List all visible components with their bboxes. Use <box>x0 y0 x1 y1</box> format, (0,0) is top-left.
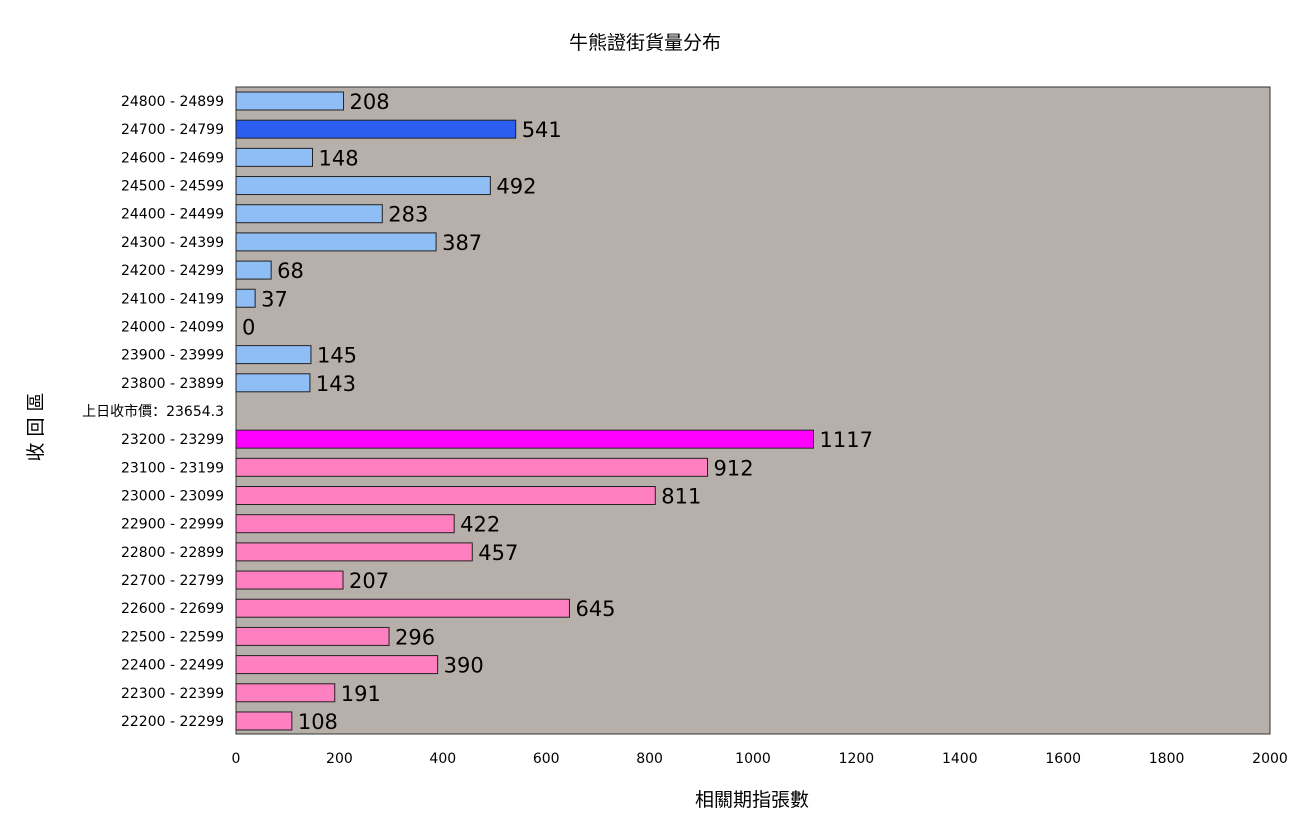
bar-value-label: 912 <box>714 456 754 480</box>
bar-value-label: 208 <box>350 90 390 114</box>
bar-value-label: 68 <box>277 259 304 283</box>
bar-value-label: 645 <box>575 597 615 621</box>
x-tick-label: 200 <box>326 751 353 767</box>
bar <box>235 486 656 506</box>
x-tick-label: 2000 <box>1252 751 1288 767</box>
bar <box>235 457 709 477</box>
bar <box>235 91 345 111</box>
category-label: 24000 - 24099 <box>121 319 224 335</box>
bar-value-label: 387 <box>442 231 482 255</box>
category-label: 24400 - 24499 <box>121 207 224 223</box>
bar-value-label: 143 <box>316 372 356 396</box>
bar-value-label: 0 <box>242 315 255 339</box>
x-tick-label: 1400 <box>942 751 978 767</box>
bar-value-label: 108 <box>298 710 338 734</box>
category-label: 23900 - 23999 <box>121 348 224 364</box>
bar <box>235 147 314 167</box>
bar <box>235 373 311 393</box>
bar <box>235 711 293 731</box>
bar-value-label: 390 <box>444 654 484 678</box>
category-label: 22900 - 22999 <box>121 517 224 533</box>
bar <box>235 204 383 224</box>
category-label: 24100 - 24199 <box>121 291 224 307</box>
bar <box>235 345 312 365</box>
bar <box>235 232 437 252</box>
category-label: 22800 - 22899 <box>121 545 224 561</box>
category-labels: 24800 - 24899 24700 - 24799 24600 - 24699 2… <box>82 94 224 730</box>
bar-value-label: 191 <box>341 682 381 706</box>
bar-value-label: 145 <box>317 344 357 368</box>
y-axis-title: 收回區 <box>25 386 47 461</box>
chart-title: 牛熊證街貨量分布 <box>569 32 721 54</box>
bar-value-label: 37 <box>261 287 288 311</box>
x-tick-label: 1800 <box>1149 751 1185 767</box>
category-label: 22200 - 22299 <box>121 714 224 730</box>
category-label: 24800 - 24899 <box>121 94 224 110</box>
x-tick-label: 1200 <box>839 751 875 767</box>
bar <box>235 429 814 449</box>
bar-value-label: 811 <box>661 485 701 509</box>
category-label: 24300 - 24399 <box>121 235 224 251</box>
bar <box>235 626 390 646</box>
bar-value-label: 457 <box>478 541 518 565</box>
x-tick-labels: 0 200 400 600 800 1000 1200 1400 1600 1800 2000 <box>232 751 1288 767</box>
category-label: 24200 - 24299 <box>121 263 224 279</box>
category-label: 23000 - 23099 <box>121 489 224 505</box>
x-axis-title: 相關期指張數 <box>695 789 809 811</box>
bar-value-label: 296 <box>395 625 435 649</box>
category-label: 22500 - 22599 <box>121 629 224 645</box>
bar <box>235 598 570 618</box>
x-tick-label: 0 <box>232 751 241 767</box>
bar-value-label: 422 <box>460 513 500 537</box>
x-tick-label: 1000 <box>735 751 771 767</box>
bar <box>235 570 344 590</box>
bar <box>235 176 491 196</box>
category-label: 23200 - 23299 <box>121 432 224 448</box>
x-tick-label: 1600 <box>1045 751 1081 767</box>
x-tick-label: 400 <box>429 751 456 767</box>
category-label: 上日收市價：23654.3 <box>82 403 224 420</box>
category-label: 22400 - 22499 <box>121 658 224 674</box>
bar-value-label: 148 <box>319 146 359 170</box>
bar-value-label: 1117 <box>819 428 872 452</box>
bar <box>235 260 272 280</box>
bar-value-label: 492 <box>496 175 536 199</box>
category-label: 24600 - 24699 <box>121 150 224 166</box>
bar <box>235 655 439 675</box>
category-label: 22700 - 22799 <box>121 573 224 589</box>
bar <box>235 683 336 703</box>
bar <box>235 514 455 534</box>
category-label: 24700 - 24799 <box>121 122 224 138</box>
bar <box>235 119 517 139</box>
bar-value-label: 207 <box>349 569 389 593</box>
bar <box>235 542 473 562</box>
x-tick-label: 600 <box>533 751 560 767</box>
category-label: 22600 - 22699 <box>121 601 224 617</box>
bar <box>235 288 256 308</box>
x-tick-label: 800 <box>636 751 663 767</box>
category-label: 22300 - 22399 <box>121 686 224 702</box>
bar-value-label: 541 <box>522 118 562 142</box>
category-label: 23800 - 23899 <box>121 376 224 392</box>
bar-value-label: 283 <box>388 203 428 227</box>
bars-group: 208 541 148 492 283 387 68 370 145 143 1117 912 811 4… <box>235 90 873 734</box>
category-label: 24500 - 24599 <box>121 179 224 195</box>
category-label: 23100 - 23199 <box>121 460 224 476</box>
